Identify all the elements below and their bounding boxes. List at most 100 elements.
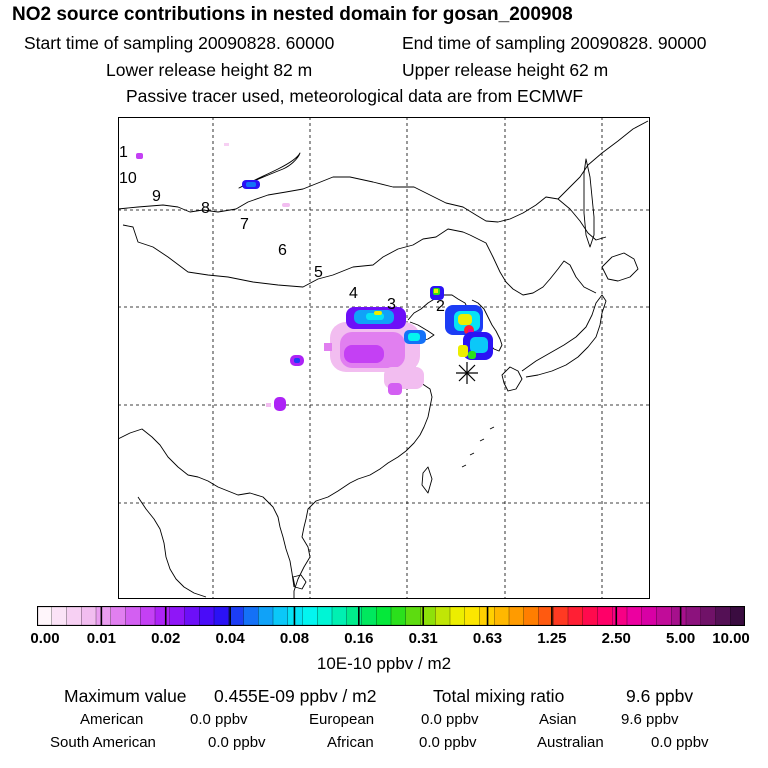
colorbar-swatch	[243, 606, 259, 626]
region-european-label: European	[309, 711, 375, 728]
traj-label-5: 5	[314, 264, 323, 281]
colorbar-tick-label: 0.00	[30, 630, 60, 647]
traj-label-3: 3	[387, 296, 396, 313]
colorbar-swatch	[597, 606, 613, 626]
concentration-field	[136, 143, 493, 411]
colorbar-swatch	[553, 606, 569, 626]
colorbar-border	[37, 606, 745, 626]
colorbar-swatch	[420, 606, 436, 626]
region-australian-label: Australian	[537, 734, 604, 751]
colorbar-swatch	[125, 606, 141, 626]
ryukyu-islands	[461, 426, 495, 468]
colorbar-swatch	[184, 606, 200, 626]
colorbar-swatch	[464, 606, 480, 626]
colorbar-tick-label: 0.04	[215, 630, 245, 647]
colorbar-swatch	[66, 606, 82, 626]
traj-label-8: 8	[201, 200, 210, 217]
traj-label-7: 7	[240, 216, 249, 233]
china-south-border	[118, 428, 295, 588]
traj-label-1: 1	[119, 144, 128, 161]
colorbar-swatch	[287, 606, 303, 626]
china-northeast-border	[469, 234, 597, 296]
region-african-label: African	[327, 734, 374, 751]
hokkaido	[601, 252, 639, 282]
colorbar-swatch	[391, 606, 407, 626]
baikal-lake	[238, 152, 301, 189]
colorbar-swatch	[405, 606, 421, 626]
colorbar-swatch	[317, 606, 333, 626]
lower-release-height: Lower release height 82 m	[106, 60, 313, 80]
taiwan-island	[421, 466, 433, 494]
region-asian-label: Asian	[539, 711, 577, 728]
colorbar-swatch	[346, 606, 362, 626]
colorbar-tick-label: 0.63	[472, 630, 503, 647]
map-panel: 1 10 9 8 7 6 5 4 3 2	[118, 117, 650, 599]
colorbar-swatch	[332, 606, 348, 626]
colorbar-swatch	[199, 606, 215, 626]
colorbar-tick-label: 2.50	[601, 630, 631, 647]
sakhalin	[583, 158, 595, 248]
colorbar-swatch	[258, 606, 274, 626]
indochina-coast	[137, 496, 207, 598]
colorbar-tick-label: 0.16	[344, 630, 374, 647]
receptor-station-marker	[456, 362, 478, 384]
colorbar-swatch	[523, 606, 539, 626]
traj-label-9: 9	[152, 188, 161, 205]
colorbar-swatch	[627, 606, 643, 626]
tracer-note: Passive tracer used, meteorological data…	[126, 86, 584, 106]
siberia-coast	[557, 120, 649, 200]
colorbar-swatch	[361, 606, 377, 626]
china-east-coast	[293, 350, 433, 599]
colorbar-tick-label: 0.31	[408, 630, 438, 647]
colorbar-unit-label: 10E-10 ppbv / m2	[316, 654, 452, 673]
russia-border	[118, 176, 607, 241]
region-american-value: 0.0 ppbv	[190, 711, 248, 728]
colorbar-swatch	[435, 606, 451, 626]
max-value: 0.455E-09 ppbv / m2	[214, 686, 377, 706]
colorbar-swatch	[538, 606, 554, 626]
colorbar-swatch	[376, 606, 392, 626]
region-south-american-value: 0.0 ppbv	[208, 734, 266, 751]
hainan-island	[292, 574, 307, 590]
colorbar	[37, 606, 745, 626]
max-value-label: Maximum value	[64, 686, 187, 706]
colorbar-swatch	[450, 606, 466, 626]
region-asian-value: 9.6 ppbv	[621, 711, 679, 728]
colorbar-swatch	[641, 606, 657, 626]
colorbar-swatch	[51, 606, 67, 626]
colorbar-swatch	[110, 606, 126, 626]
colorbar-swatch	[96, 606, 112, 626]
region-african-value: 0.0 ppbv	[419, 734, 477, 751]
colorbar-swatch	[302, 606, 318, 626]
colorbar-tick-label: 0.08	[279, 630, 310, 647]
colorbar-swatch	[582, 606, 598, 626]
colorbar-swatch	[612, 606, 628, 626]
region-south-american-label: South American	[50, 734, 156, 751]
colorbar-swatch	[700, 606, 716, 626]
colorbar-tick-label: 0.02	[151, 630, 181, 647]
mongolia-border	[122, 224, 471, 288]
colorbar-tick-label: 0.01	[86, 630, 116, 647]
plot-title: NO2 source contributions in nested domai…	[12, 4, 573, 25]
total-mixing-value: 9.6 ppbv	[626, 686, 694, 706]
traj-label-2: 2	[436, 298, 445, 315]
colorbar-swatch	[228, 606, 244, 626]
traj-label-6: 6	[278, 242, 287, 259]
colorbar-swatch	[509, 606, 525, 626]
honshu	[521, 294, 607, 378]
colorbar-tick-label: 5.00	[666, 630, 696, 647]
upper-release-height: Upper release height 62 m	[402, 60, 609, 80]
colorbar-swatch	[715, 606, 731, 626]
trajectory-labels: 1 10 9 8 7 6 5 4 3 2	[119, 144, 445, 315]
colorbar-swatch	[81, 606, 97, 626]
start-time-label: Start time of sampling 20090828. 60000	[24, 33, 335, 53]
colorbar-swatch	[494, 606, 510, 626]
colorbar-swatch	[214, 606, 230, 626]
traj-label-10: 10	[119, 170, 137, 187]
end-time-label: End time of sampling 20090828. 90000	[402, 33, 707, 53]
kyushu	[501, 366, 523, 392]
colorbar-swatch	[656, 606, 672, 626]
colorbar-swatch	[568, 606, 584, 626]
total-mixing-label: Total mixing ratio	[433, 686, 565, 706]
colorbar-swatch	[155, 606, 171, 626]
